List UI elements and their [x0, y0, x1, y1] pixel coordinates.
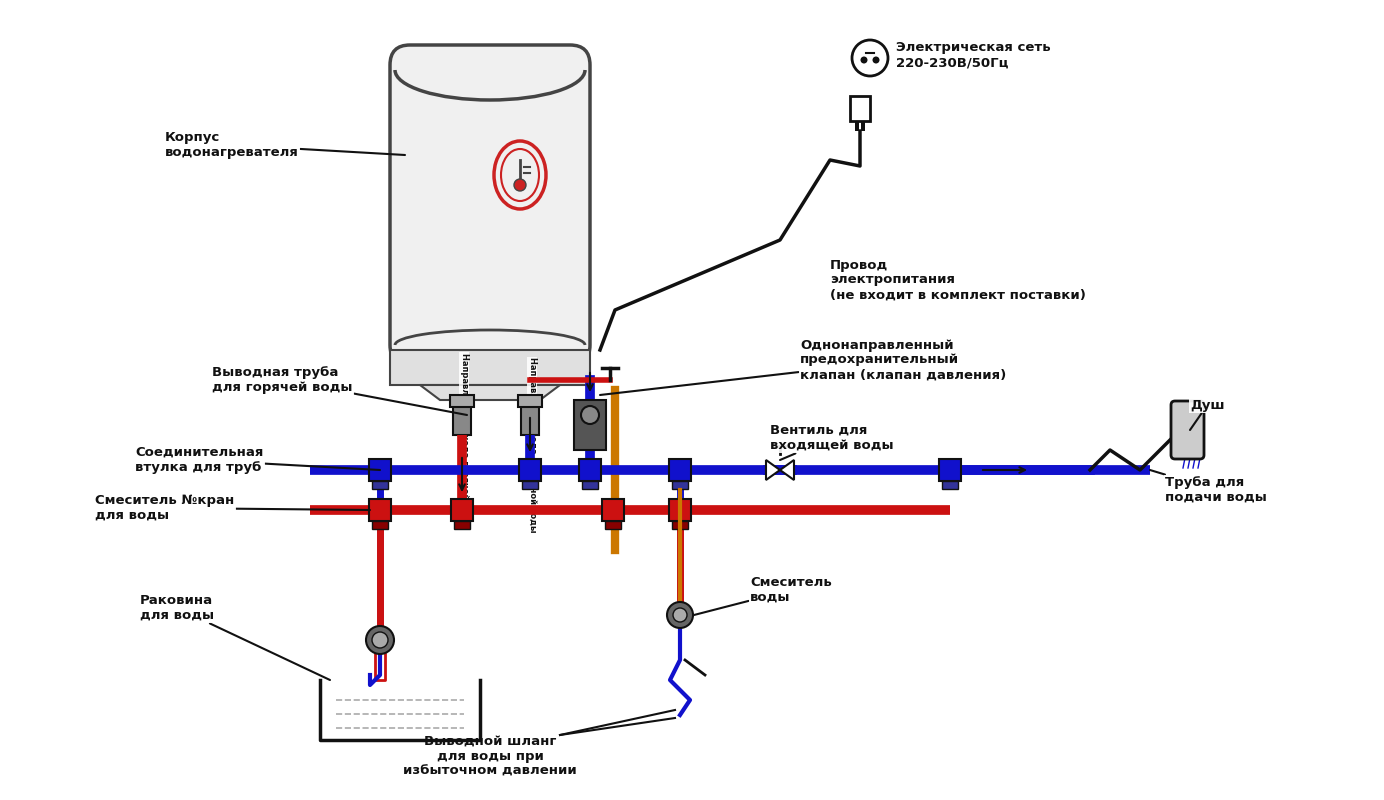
Text: Душ: Душ	[1190, 398, 1225, 430]
Text: Электрическая сеть
220-230В/50Гц: Электрическая сеть 220-230В/50Гц	[895, 41, 1050, 69]
Bar	[668, 499, 691, 521]
FancyBboxPatch shape	[1171, 401, 1204, 459]
Bar	[602, 499, 624, 521]
Circle shape	[365, 626, 394, 654]
Circle shape	[372, 632, 388, 648]
Bar	[605, 521, 621, 529]
Text: Однонаправленный
предохранительный
клапан (клапан давления): Однонаправленный предохранительный клапа…	[601, 338, 1006, 395]
Bar	[938, 459, 960, 481]
Circle shape	[861, 57, 868, 63]
Bar	[574, 400, 606, 450]
Bar	[390, 350, 590, 385]
Text: Вентиль для
входящей воды: Вентиль для входящей воды	[770, 424, 894, 460]
Bar	[861, 121, 865, 131]
Bar	[372, 521, 388, 529]
Text: Труба для
подачи воды: Труба для подачи воды	[1150, 470, 1266, 504]
Bar	[370, 499, 392, 521]
Bar	[855, 121, 859, 131]
Bar	[943, 481, 958, 489]
Bar	[372, 481, 388, 489]
Circle shape	[513, 179, 526, 191]
Bar	[454, 521, 471, 529]
Bar	[370, 459, 392, 481]
Bar	[453, 400, 471, 435]
Text: Выводная труба
для горячей воды: Выводная труба для горячей воды	[212, 366, 466, 415]
FancyBboxPatch shape	[390, 45, 590, 365]
Circle shape	[581, 406, 599, 424]
Bar	[450, 395, 473, 407]
Text: Смеситель №кран
для воды: Смеситель №кран для воды	[95, 494, 370, 522]
Polygon shape	[765, 460, 781, 480]
Text: Выводной шланг
для воды при
избыточном давлении: Выводной шланг для воды при избыточном д…	[403, 735, 577, 778]
Text: Направление выхода горячей воды: Направление выхода горячей воды	[459, 353, 469, 527]
Bar	[579, 459, 601, 481]
Circle shape	[872, 57, 879, 63]
Circle shape	[667, 602, 693, 628]
Text: Корпус
водонагревателя: Корпус водонагревателя	[165, 131, 406, 159]
Text: Направление входа холодной воды: Направление входа холодной воды	[527, 358, 537, 533]
Bar	[673, 481, 688, 489]
Bar	[673, 521, 688, 529]
Bar	[520, 400, 538, 435]
Bar	[522, 481, 538, 489]
Text: Соединительная
втулка для труб: Соединительная втулка для труб	[136, 446, 381, 474]
Text: Раковина
для воды: Раковина для воды	[140, 594, 329, 680]
Bar	[668, 459, 691, 481]
Text: Провод
электропитания
(не входит в комплект поставки): Провод электропитания (не входит в компл…	[830, 258, 1086, 302]
Bar	[583, 481, 598, 489]
Bar	[518, 395, 543, 407]
Bar	[451, 499, 473, 521]
Text: Смеситель
воды: Смеситель воды	[693, 576, 832, 615]
Bar	[850, 96, 871, 121]
Circle shape	[673, 608, 686, 622]
Polygon shape	[419, 385, 561, 400]
Bar	[519, 459, 541, 481]
Polygon shape	[781, 460, 794, 480]
